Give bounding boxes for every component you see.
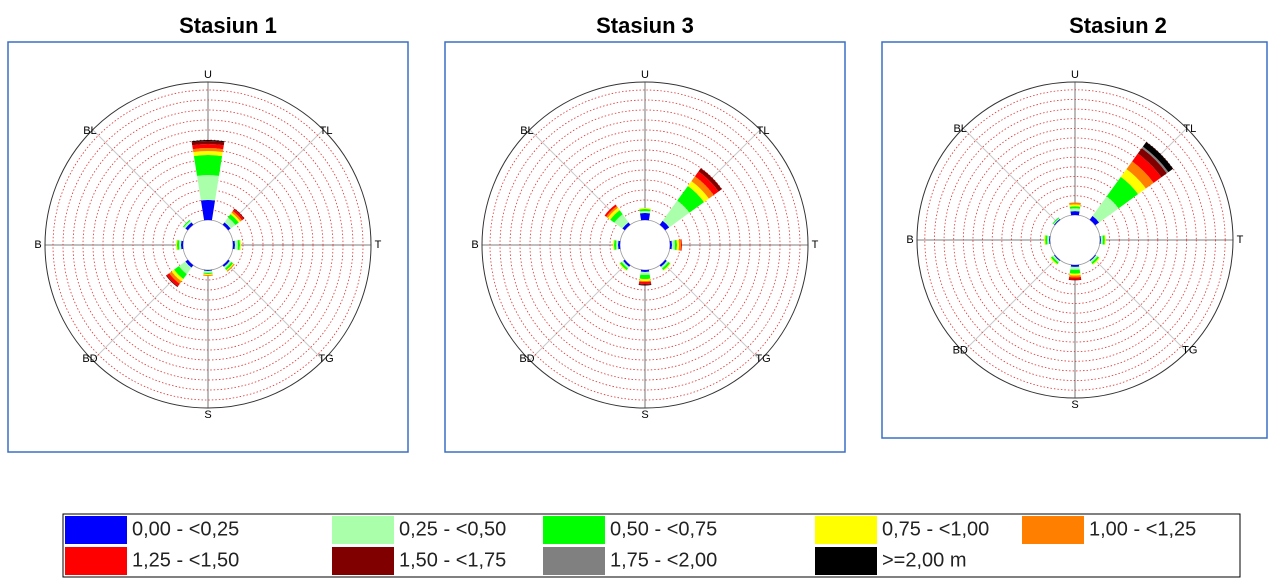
petal-segment [1071, 265, 1079, 267]
petal-segment [1070, 267, 1079, 270]
legend-swatch [815, 516, 877, 544]
direction-label: U [641, 69, 649, 81]
petal-segment [640, 213, 650, 220]
direction-label: B [34, 239, 41, 251]
direction-label: BL [83, 125, 96, 137]
direction-label: B [471, 239, 478, 251]
direction-label: B [906, 234, 913, 246]
petal-segment [1101, 236, 1103, 245]
petal-segment [1047, 236, 1049, 245]
legend-swatch [332, 516, 394, 544]
legend-swatch [1022, 516, 1084, 544]
inner-circle [620, 220, 670, 270]
legend-swatch [815, 547, 877, 575]
petal-segment [672, 240, 675, 249]
direction-label: S [1071, 399, 1078, 411]
legend-label: 1,25 - <1,50 [132, 549, 239, 571]
petal-segment [235, 240, 238, 249]
petal-segment [640, 272, 649, 275]
direction-label: BL [953, 123, 966, 135]
legend-label: 1,00 - <1,25 [1089, 518, 1196, 540]
petal-segment [641, 270, 649, 272]
legend-label: 1,75 - <2,00 [610, 549, 717, 571]
direction-label: U [204, 69, 212, 81]
inner-circle [1050, 215, 1100, 265]
direction-label: U [1071, 69, 1079, 81]
legend-label: 0,50 - <0,75 [610, 518, 717, 540]
direction-label: TG [1182, 345, 1197, 357]
petal-segment [1070, 211, 1079, 215]
petal-segment [181, 241, 183, 249]
legend-swatch [543, 547, 605, 575]
direction-label: BD [82, 353, 97, 365]
legend-swatch [65, 547, 127, 575]
petal-segment [233, 241, 235, 249]
direction-label: TL [320, 125, 333, 137]
direction-label: TL [757, 125, 770, 137]
direction-label: BL [520, 125, 533, 137]
petal-segment [616, 240, 618, 249]
direction-label: T [812, 239, 819, 251]
chart-title: Stasiun 3 [596, 13, 694, 38]
petal-segment [204, 271, 213, 273]
chart-title: Stasiun 2 [1069, 13, 1167, 38]
petal-segment [1070, 269, 1081, 273]
petal-segment [179, 240, 181, 249]
legend-label: 0,25 - <0,50 [399, 518, 506, 540]
direction-label: TG [755, 353, 770, 365]
inner-circle [183, 220, 233, 270]
legend-label: 1,50 - <1,75 [399, 549, 506, 571]
petal-segment [1070, 208, 1080, 211]
petal-segment [618, 241, 620, 249]
direction-label: T [1237, 234, 1244, 246]
direction-label: TL [1183, 123, 1196, 135]
petal-segment [194, 155, 222, 176]
legend-label: 0,75 - <1,00 [882, 518, 989, 540]
legend-swatch [543, 516, 605, 544]
chart-title: Stasiun 1 [179, 13, 277, 38]
legend-swatch [65, 516, 127, 544]
legend-swatch [332, 547, 394, 575]
direction-label: T [375, 239, 382, 251]
direction-label: S [204, 409, 211, 421]
petal-segment [670, 241, 672, 249]
petal-segment [640, 275, 651, 279]
direction-label: BD [953, 345, 968, 357]
legend-label: 0,00 - <0,25 [132, 518, 239, 540]
direction-label: S [641, 409, 648, 421]
direction-label: BD [519, 353, 534, 365]
direction-label: TG [318, 353, 333, 365]
legend-label: >=2,00 m [882, 549, 967, 571]
